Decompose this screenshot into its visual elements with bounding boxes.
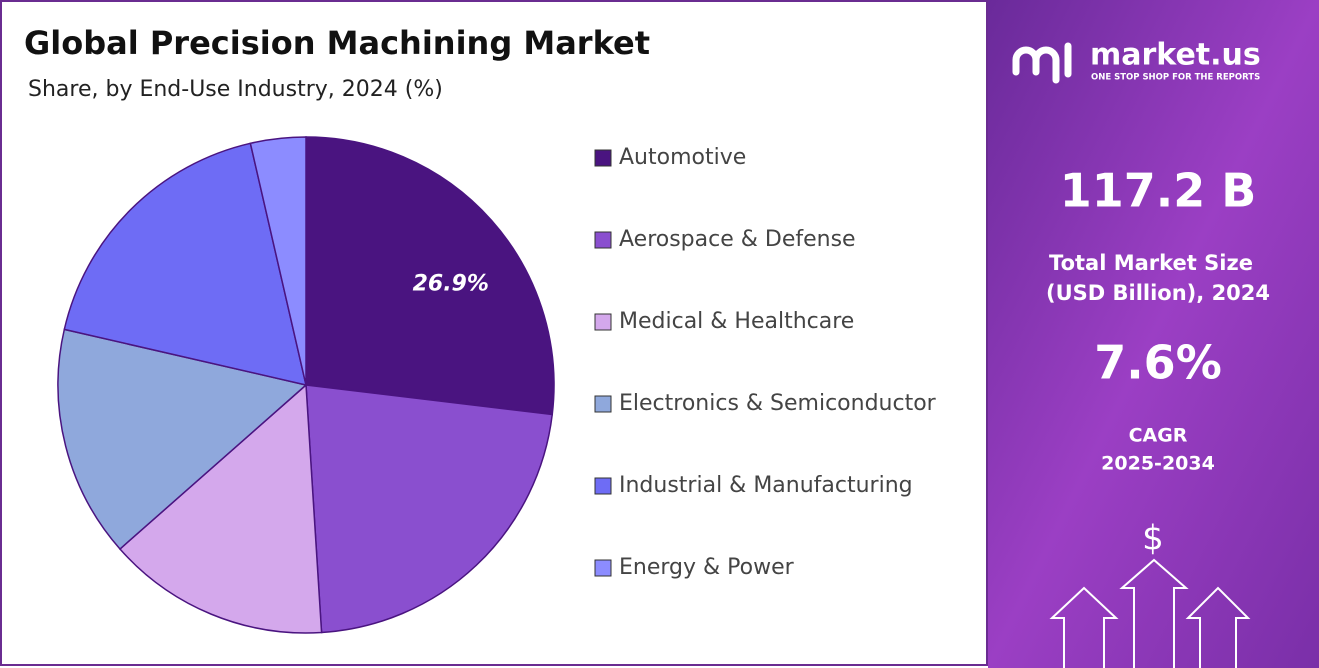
pie-slice	[305, 136, 555, 416]
pie-slice	[63, 142, 307, 386]
side-panel	[988, 0, 1319, 668]
legend-label: Electronics & Semiconductor	[619, 391, 937, 416]
pie-slice	[305, 384, 554, 634]
legend-label: Aerospace & Defense	[619, 227, 856, 252]
legend-label: Industrial & Manufacturing	[619, 473, 913, 498]
cagr-label: CAGR	[1129, 425, 1188, 447]
logo-icon	[1012, 42, 1072, 84]
legend-swatch	[594, 477, 612, 495]
legend-swatch	[594, 149, 612, 167]
dollar-icon: $	[1142, 519, 1164, 559]
market-size: 117.2 B	[1060, 164, 1257, 218]
legend-label: Medical & Healthcare	[619, 309, 854, 334]
legend-swatch	[594, 313, 612, 331]
cagr-label: 2025-2034	[1101, 453, 1215, 475]
brand: market.us	[1090, 38, 1261, 73]
pie-slice	[249, 136, 307, 386]
chart-subtitle: Share, by End-Use Industry, 2024 (%)	[28, 77, 443, 102]
pie-slice	[118, 383, 323, 634]
chart-title: Global Precision Machining Market	[24, 24, 650, 62]
market-size-label: Total Market Size	[1049, 251, 1253, 275]
legend-swatch	[594, 231, 612, 249]
data-label: 26.9%	[413, 272, 489, 297]
pie-slice	[57, 328, 308, 551]
arrows-icon	[1049, 558, 1251, 668]
cagr: 7.6%	[1094, 336, 1222, 390]
legend-label: Automotive	[619, 145, 746, 170]
market-size-label: (USD Billion), 2024	[1046, 281, 1270, 305]
legend-swatch	[594, 395, 612, 413]
legend-label: Energy & Power	[619, 555, 795, 580]
tagline: ONE STOP SHOP FOR THE REPORTS	[1091, 73, 1260, 83]
legend-swatch	[594, 559, 612, 577]
